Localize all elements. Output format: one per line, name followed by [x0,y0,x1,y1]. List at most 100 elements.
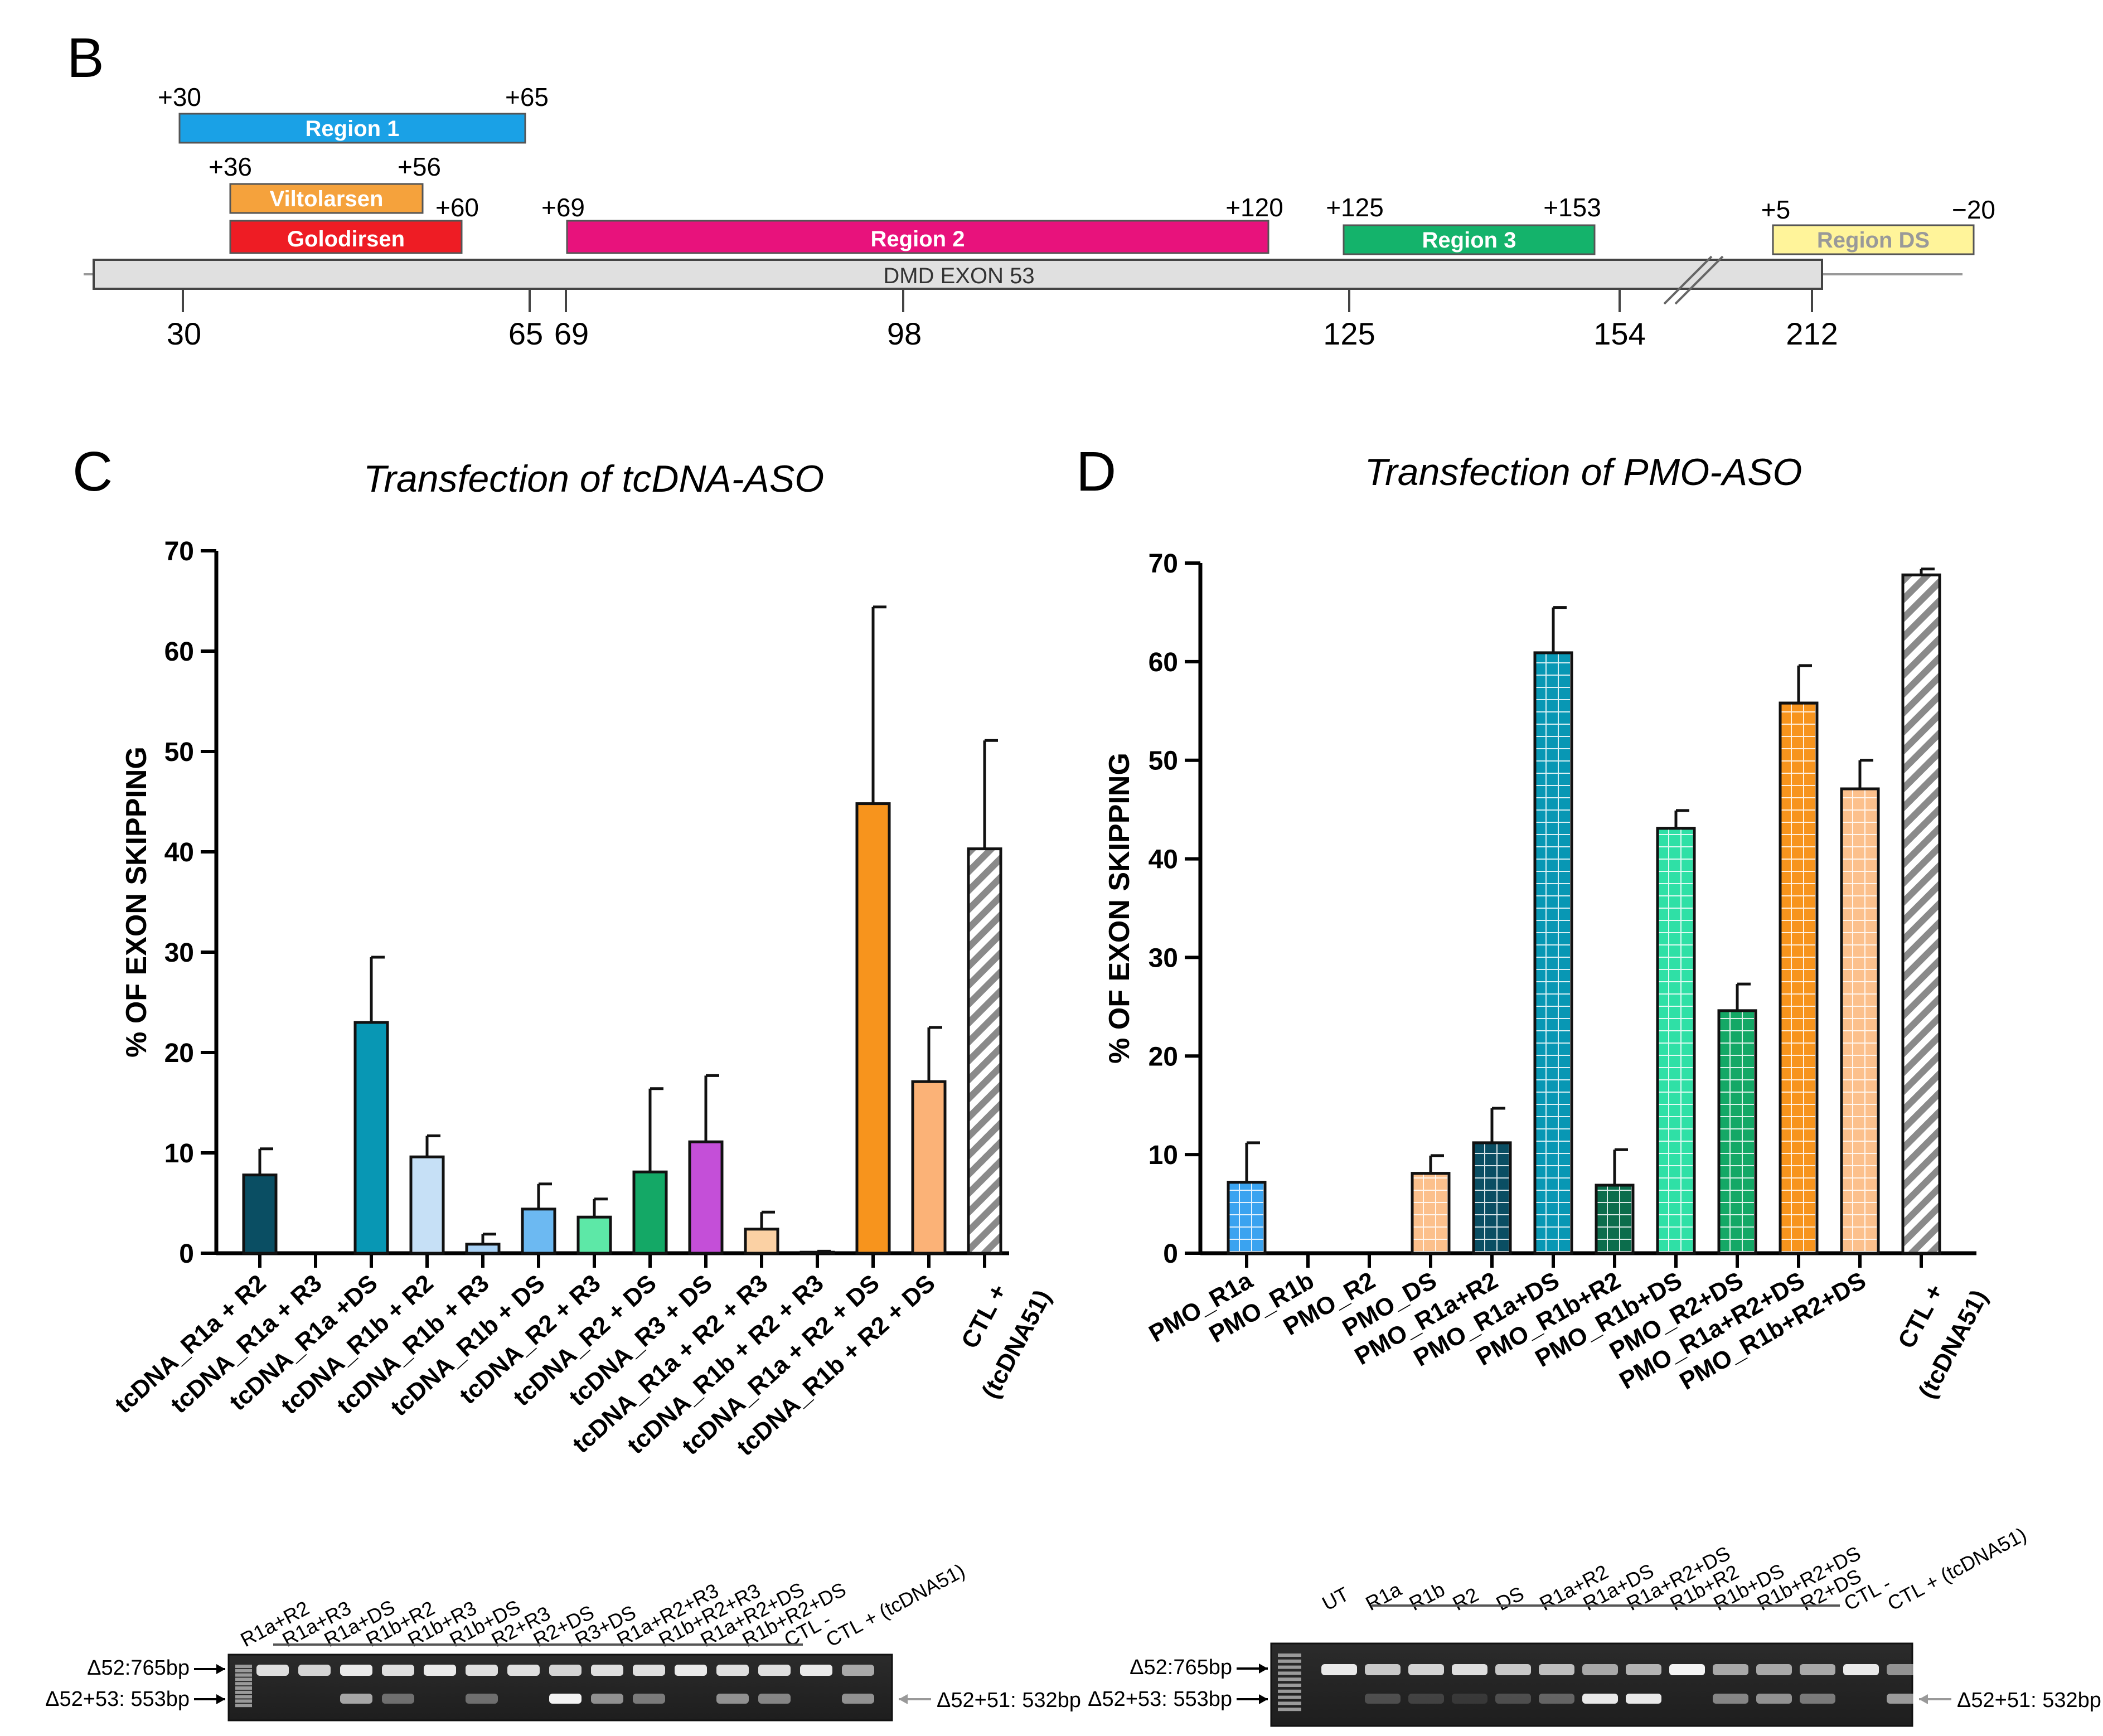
region-vilto-end: +56 [398,152,441,181]
y-tick-label: 40 [164,838,194,867]
region-r1-start: +30 [158,83,201,111]
gel-ladder-band [1278,1708,1301,1711]
gel-band-upper [298,1665,331,1676]
axis-tick-label: 30 [167,316,201,351]
y-tick-label: 10 [1149,1141,1178,1170]
bar [911,1080,947,1255]
gel-band-upper [1887,1664,1922,1675]
gel-band-lower [1887,1694,1922,1704]
gel-band-upper [466,1665,498,1676]
gel-ladder-band [235,1677,252,1681]
gel-band-label-upper: Δ52:765bp [87,1656,190,1680]
region-golo-bar [229,220,463,254]
bar [353,1021,389,1255]
chart-title: Transfection of tcDNA-ASO [364,458,824,500]
exon-label: DMD EXON 53 [883,264,1034,288]
gel-lane-label: CTL + (tcDNA51) [1884,1522,2031,1615]
gel-band-upper [1713,1664,1748,1675]
gel-band-upper [1495,1664,1531,1675]
gel-ladder-band [1278,1671,1301,1675]
gel-ladder-band [1278,1701,1301,1705]
bar-grid-texture [1595,1184,1635,1255]
arrow-head-icon [1259,1694,1268,1704]
gel-band-lower [1800,1694,1835,1704]
gel-band-lower [1408,1694,1444,1704]
bar [465,1243,501,1255]
bar [409,1155,445,1255]
bar [799,1250,835,1255]
gel-band-lower [1582,1694,1618,1704]
gel-band-upper [1843,1664,1879,1675]
gel-band-label-lower: Δ52+53: 553bp [1088,1687,1232,1711]
panel-label-d: D [1076,440,1116,503]
gel-band-label-ref: Δ52+51: 532bp [1957,1689,2101,1712]
tcdna-aso-chart: Transfection of tcDNA-ASO % OF EXON SKIPP… [110,458,1057,1461]
gel-lane-label: R1a [1362,1577,1406,1615]
gel-ladder-band [1278,1653,1301,1657]
gel-band-lower [591,1694,623,1704]
gel-band-lower [340,1694,372,1704]
region-r1-end: +65 [505,83,549,111]
arrow-head-icon [1919,1694,1928,1704]
gel-band-upper [507,1665,540,1676]
axis-tick-label: 65 [508,316,543,351]
gel-lane-label: CTL + (tcDNA51) [822,1559,969,1651]
pmo-aso-chart: Transfection of PMO-ASO % OF EXON SKIPPIN… [1103,451,1993,1403]
region-r3-start: +125 [1326,193,1384,222]
gel-band-lower [1452,1694,1487,1704]
gel-ladder-band [235,1686,252,1690]
gel-ladder-band [235,1695,252,1699]
gel-lane-label: R2 [1449,1583,1482,1615]
gel-band-label-ref: Δ52+51: 532bp [937,1689,1081,1712]
axis-tick-label: 154 [1593,316,1645,351]
y-tick-label: 70 [1149,549,1178,579]
gel-band-upper [1669,1664,1705,1675]
region-r2-start: +69 [541,193,585,222]
gel-band-lower [382,1694,414,1704]
gel-band-upper [1626,1664,1661,1675]
y-tick-label: 30 [164,938,194,968]
gel-band-lower [1495,1694,1531,1704]
gel-band-upper [675,1665,707,1676]
bar-grid-texture [1227,1181,1267,1255]
panel-label-c: C [72,440,113,503]
gel-ladder-band [235,1665,252,1668]
bar [242,1174,278,1255]
y-tick-label: 0 [1163,1239,1178,1269]
y-axis-label: % OF EXON SKIPPING [120,746,153,1058]
y-tick-label: 20 [1149,1042,1178,1071]
bar [521,1208,556,1255]
exon-region-map: DMD EXON 53 30 65 69 98 125 154 212 Region 1 +3… [84,83,1995,351]
gel-band-upper [842,1665,874,1676]
panel-label-b: B [67,27,104,89]
y-tick-label: 50 [164,738,194,767]
gel-band-lower [1713,1694,1748,1704]
region-vilto-label: Viltolarsen [270,187,384,211]
gel-image-pmo: UT R1a R1b R2 DS R1a+R2R1a+DSR1a+R2+DSR1b+R2R… [1088,1522,2101,1727]
gel-ladder-band [235,1704,252,1708]
axis-tick-label: 98 [887,316,922,351]
gel-band-label-lower: Δ52+53: 553bp [45,1687,190,1711]
region-r1-bar [178,113,526,144]
gel-ladder-band [1278,1689,1301,1693]
bar [576,1215,612,1255]
gel-band-upper [1321,1664,1357,1675]
region-r2-end: +120 [1225,193,1283,222]
gel-ladder-band [1278,1695,1301,1699]
gel-band-upper [758,1665,791,1676]
gel-band-upper [256,1665,289,1676]
y-tick-label: 60 [164,637,194,667]
gel-band-upper [549,1665,582,1676]
region-ds-end: −20 [1952,195,1995,224]
region-ds-bar [1772,224,1975,255]
y-tick-label: 30 [1149,943,1178,973]
gel-lane-label: UT [1319,1582,1353,1615]
gel-band-lower [842,1694,874,1704]
gel-band-upper [424,1665,456,1676]
gel-lane-label: R1b [1406,1578,1449,1615]
gel-ladder-band [235,1682,252,1686]
arrow-head-icon [216,1664,225,1674]
gel-band-lower [1626,1694,1661,1704]
arrow-head-icon [1259,1664,1268,1674]
gel-band-upper [1800,1664,1835,1675]
